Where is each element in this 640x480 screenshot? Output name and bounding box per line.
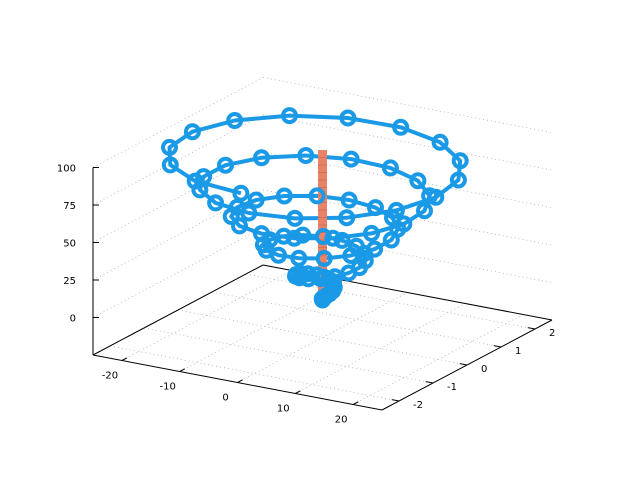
spiral-point [161,156,179,174]
grid-line-y [211,291,502,348]
spiral-point [315,250,333,267]
spiral-point [392,118,410,136]
spiral-point [324,229,342,247]
x-tick-label: 20 [335,415,348,426]
spiral-point [333,231,351,249]
spiral-point [270,246,287,264]
spiral-point [381,159,399,177]
spiral-point [387,201,405,219]
spiral-point [449,171,467,189]
spiral-point [342,150,360,168]
spiral-point [183,123,201,141]
z-tick-label: 75 [63,201,76,212]
grid-line-z-left [92,152,264,243]
grid-line-x [121,270,293,361]
y-tick-label: -1 [447,382,457,393]
x-tick-mark [237,379,243,383]
spiral-point [451,152,469,170]
spiral-point [232,184,250,202]
spiral-point [339,109,357,127]
y-tick-mark [493,345,502,348]
spiral-point [416,202,433,220]
grid-line-y [109,345,400,402]
spiral-point [253,149,270,167]
spiral-point [285,229,303,247]
spiral-point [217,156,234,174]
spiral-point [297,147,315,164]
x-tick-label: 0 [222,393,228,404]
y-tick-label: 1 [515,346,521,357]
x-tick-mark [179,368,186,372]
y-tick-mark [527,327,536,330]
grid-line-z-left [92,114,264,206]
spiral-point [363,224,380,242]
x-tick-label: -10 [160,382,176,393]
spiral-point [222,208,240,225]
spiral-point [342,247,360,264]
spiral-point [291,269,308,287]
spiral-point [275,187,293,205]
z-tick-label: 50 [63,239,76,250]
spiral-point [290,249,308,267]
x-tick-label: 10 [277,404,290,415]
spiral-point [240,204,258,222]
y-tick-mark [425,381,434,384]
y-tick-label: 0 [481,364,487,375]
y-tick-label: -2 [413,400,423,411]
z-tick-label: 100 [57,164,76,175]
spiral-point [247,191,265,209]
x-tick-mark [121,357,128,361]
grid-layer [92,77,553,405]
spiral-point [356,252,374,270]
spiral-point [231,217,248,235]
z-tick-label: 0 [70,314,76,325]
spiral-point [367,199,384,217]
spiral-point [431,133,449,151]
x-tick-mark [352,401,359,405]
base-left-edge [92,264,264,356]
spiral-point [186,172,204,190]
x-tick-mark [295,390,301,394]
spiral-point [427,188,445,206]
spiral-point [253,225,270,243]
marks-layer [161,107,469,309]
spiral-point [314,228,332,245]
grid-line-z-left [92,227,264,318]
spiral-point [161,138,178,156]
z-tick-label: 25 [63,276,76,287]
spiral-point [281,107,298,125]
spiral-point [395,215,413,233]
grid-line-x [295,303,466,394]
spiral-point [366,240,384,258]
y-tick-label: 2 [549,328,555,339]
x-tick-label: -20 [102,371,118,382]
spiral-point [338,209,356,227]
spiral-point [226,112,244,129]
spiral-point [207,194,225,212]
spiral-point [308,187,326,205]
spiral-point [409,172,427,190]
grid-line-x [237,292,408,383]
spiral-point [340,191,358,209]
spiral-point [294,226,312,244]
grid-line-z-left [92,189,264,281]
spiral-point [286,209,304,227]
y-tick-mark [459,363,468,366]
grid-line-y [245,273,536,330]
y-tick-mark [391,399,400,402]
grid-line-y [143,327,434,384]
grid-line-z-left [92,77,264,168]
